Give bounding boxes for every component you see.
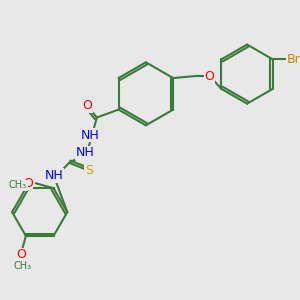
Text: O: O (205, 70, 214, 83)
Text: Br: Br (286, 53, 300, 66)
Text: CH₃: CH₃ (14, 260, 32, 271)
Text: NH: NH (81, 129, 99, 142)
Text: O: O (23, 177, 33, 190)
Text: NH: NH (76, 146, 94, 160)
Text: CH₃: CH₃ (9, 180, 27, 190)
Text: O: O (16, 248, 26, 261)
Text: O: O (82, 99, 92, 112)
Text: NH: NH (45, 169, 64, 182)
Text: S: S (85, 164, 93, 177)
